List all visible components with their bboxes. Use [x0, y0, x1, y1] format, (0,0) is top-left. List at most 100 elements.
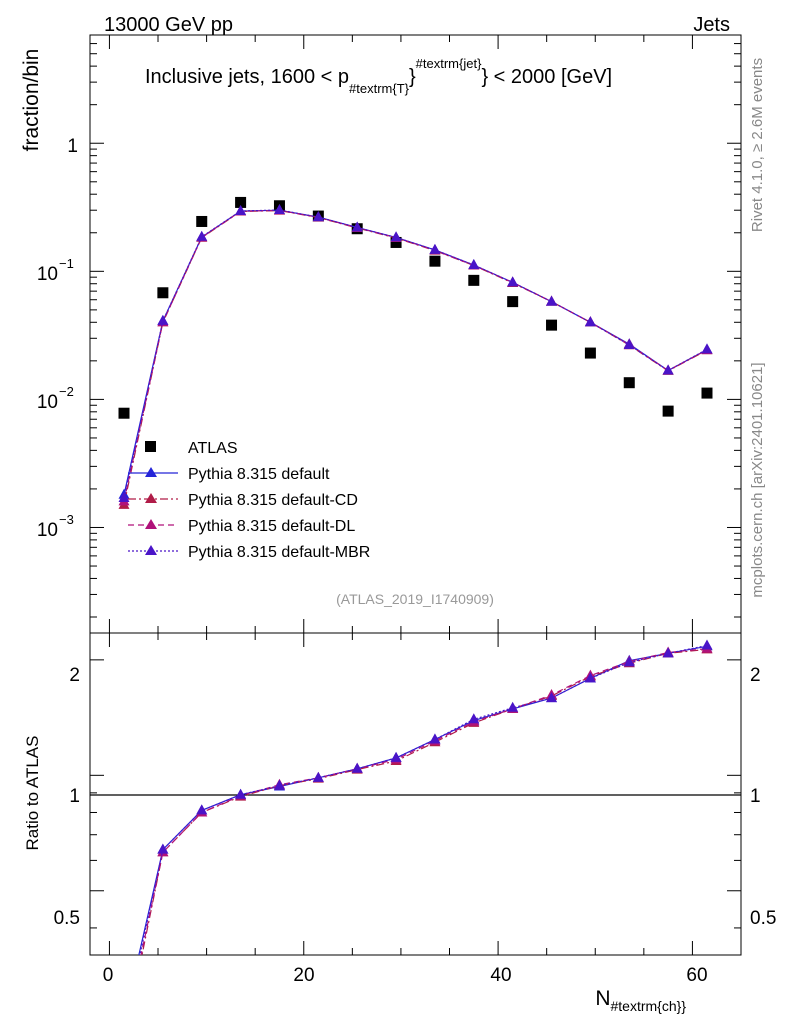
ratio-ytick-label-right-1: 1: [750, 786, 761, 807]
ratio-series-pythia-8-315-default-mbr: [139, 639, 713, 955]
ytick-label-1e-2-exp: −2: [59, 384, 74, 399]
atlas-data-point: [390, 236, 402, 248]
ratio-ytick-label-2: 2: [69, 665, 80, 686]
ratio-point-triangle: [546, 692, 558, 703]
mcplots-label: mcplots.cern.ch [arXiv:2401.10621]: [749, 362, 766, 597]
x-axis-label: N#textrm{ch}}: [595, 987, 686, 1014]
title-subscript: #textrm{T}: [349, 81, 410, 96]
ratio-point-triangle: [584, 672, 596, 683]
atlas-data-point: [701, 387, 713, 399]
ratio-ytick-label-right-0.5: 0.5: [750, 908, 776, 929]
series-line: [123, 209, 708, 502]
ratio-series-line: [139, 644, 708, 955]
xtick-label-60: 60: [686, 965, 707, 986]
ratio-point-triangle: [273, 779, 285, 790]
atlas-data-point: [235, 196, 247, 208]
ratio-series-pythia-8-315-default-dl: [140, 642, 713, 955]
ratio-ytick-label-right-2: 2: [750, 665, 761, 686]
mc-point-triangle: [273, 204, 285, 215]
title-brace: }: [409, 66, 416, 88]
atlas-data-point: [584, 347, 596, 359]
ratio-series-pythia-8-315-default-cd: [141, 643, 713, 955]
legend-marker-square: [145, 441, 156, 452]
ratio-ytick-label-0.5: 0.5: [54, 908, 80, 929]
main-plot-title: Inclusive jets, 1600 < p#textrm{T}}#text…: [145, 56, 612, 96]
legend-label-dl: Pythia 8.315 default-DL: [188, 518, 355, 535]
ytick-label-1e-3-exp: −3: [59, 512, 74, 527]
series-line: [123, 209, 708, 506]
ytick-label-1e-2-base: 10: [37, 392, 58, 413]
title-superscript: #textrm{jet}: [416, 56, 482, 71]
xtick-label-0: 0: [103, 965, 114, 986]
ratio-ytick-label-1: 1: [69, 786, 80, 807]
header-left-label: 13000 GeV pp: [104, 14, 233, 36]
ratio-point-triangle: [468, 713, 480, 724]
series-line: [123, 209, 708, 499]
legend: ATLAS Pythia 8.315 default Pythia 8.315 …: [128, 440, 370, 561]
ratio-point-triangle: [235, 788, 247, 799]
ratio-x-tick-labels: 0 20 40 60: [103, 965, 708, 986]
atlas-data-point: [546, 319, 558, 331]
ratio-point-triangle: [157, 843, 169, 854]
ytick-label-1e-3-base: 10: [37, 520, 58, 541]
xtick-label-40: 40: [490, 965, 511, 986]
series-atlas: [118, 196, 713, 419]
ratio-point-triangle: [119, 1014, 130, 1024]
analysis-watermark: (ATLAS_2019_I1740909): [336, 591, 494, 607]
ytick-label-1: 1: [67, 136, 78, 157]
legend-marker-triangle: [145, 467, 157, 477]
ratio-point-triangle: [312, 771, 324, 782]
mc-point-triangle: [118, 491, 130, 502]
ratio-point-triangle: [507, 701, 519, 712]
ratio-y-axis-label: Ratio to ATLAS: [23, 736, 42, 851]
main-panel: fraction/bin Inclusive jets, 1600 < p#te…: [20, 34, 742, 634]
mc-point-triangle: [662, 364, 674, 375]
mc-point-triangle: [429, 243, 441, 254]
ratio-axis-ticks: [90, 633, 741, 955]
legend-marker-triangle: [145, 493, 157, 503]
atlas-data-point: [196, 215, 208, 227]
legend-marker-triangle: [145, 519, 157, 529]
ratio-series-line: [141, 648, 708, 955]
mc-point-triangle: [701, 343, 713, 354]
main-y-tick-labels: 1 10 −1 10 −2 10 −3: [37, 136, 78, 541]
mc-point-triangle: [351, 221, 363, 232]
ratio-point-triangle: [196, 804, 208, 815]
mc-point-triangle: [235, 204, 247, 215]
legend-marker-triangle: [145, 545, 157, 555]
legend-entry-default: Pythia 8.315 default: [128, 466, 330, 483]
ratio-point-triangle: [662, 647, 674, 658]
title-main-text: Inclusive jets, 1600 < p: [145, 66, 349, 88]
series-pythia-8-315-default-mbr: [118, 204, 713, 502]
main-y-axis-label: fraction/bin: [20, 49, 43, 152]
atlas-data-point: [662, 405, 674, 417]
ratio-series-pythia-8-315-default: [119, 640, 713, 1024]
atlas-data-point: [623, 377, 635, 389]
ratio-plot-frame: [89, 632, 742, 956]
mc-point-triangle: [312, 211, 324, 222]
series-pythia-8-315-default-dl: [118, 204, 713, 506]
atlas-data-point: [118, 407, 130, 419]
legend-label-default: Pythia 8.315 default: [188, 466, 330, 483]
mc-point-triangle: [546, 295, 558, 306]
legend-label-mbr: Pythia 8.315 default-MBR: [188, 544, 370, 561]
mc-point-triangle: [390, 231, 402, 242]
mc-point-triangle: [468, 259, 480, 270]
legend-entry-dl: Pythia 8.315 default-DL: [128, 518, 355, 535]
xtick-label-20: 20: [293, 965, 314, 986]
ratio-series-line: [140, 648, 708, 955]
ratio-point-triangle: [390, 751, 402, 762]
legend-entry-cd: Pythia 8.315 default-CD: [128, 492, 358, 509]
legend-entry-atlas: ATLAS: [145, 440, 238, 457]
x-axis-label-sub: #textrm{ch}}: [611, 998, 687, 1014]
rivet-version-label: Rivet 4.1.0, ≥ 2.6M events: [749, 58, 766, 232]
mc-point-triangle: [623, 338, 635, 349]
atlas-data-point: [157, 287, 169, 299]
atlas-data-point: [468, 274, 480, 286]
mc-point-triangle: [507, 276, 519, 287]
ratio-panel: Ratio to ATLAS 0.5 1 2 0.5 1 2 0 20 40 6…: [23, 632, 776, 1024]
ratio-series-line: [138, 645, 708, 955]
ratio-series-layer: [119, 639, 713, 1024]
legend-entry-mbr: Pythia 8.315 default-MBR: [128, 544, 370, 561]
atlas-data-point: [429, 255, 441, 267]
